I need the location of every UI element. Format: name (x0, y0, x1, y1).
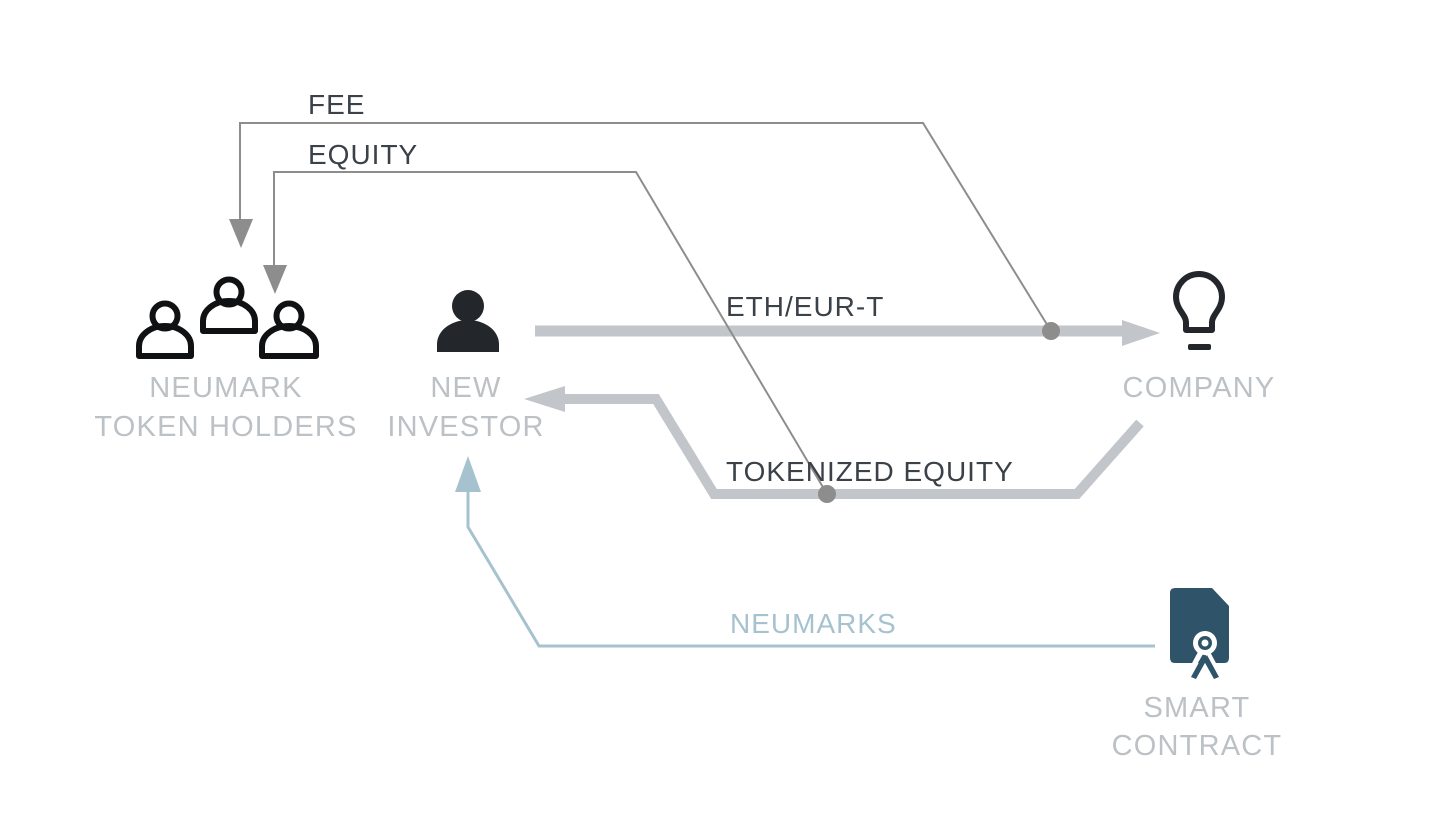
group-of-people-icon (136, 276, 319, 359)
token-holders-label-line1: NEUMARK (149, 372, 302, 404)
eth-eur-t-arrowhead (1122, 320, 1160, 346)
equity-arrowhead (263, 265, 287, 294)
fee-label: FEE (308, 89, 365, 120)
tokenized-equity-arrowhead (524, 386, 565, 412)
equity-arrow-line (273, 171, 828, 495)
neumarks-flow (455, 456, 1155, 648)
smart-contract-node: SMART CONTRACT (1112, 588, 1283, 762)
tokenized-equity-label: TOKENIZED EQUITY (726, 456, 1014, 487)
neumarks-arrow-line (466, 490, 1155, 648)
token-holders-label-line2: TOKEN HOLDERS (94, 411, 357, 443)
eth-eur-t-label: ETH/EUR-T (726, 291, 884, 322)
fee-arrow-line (239, 122, 1052, 332)
fee-flow (229, 122, 1060, 340)
new-investor-label-line2: INVESTOR (387, 411, 544, 443)
person-icon (437, 290, 499, 352)
company-label: COMPANY (1123, 372, 1276, 404)
eth-eur-t-flow (535, 320, 1160, 346)
company-node: COMPANY (1123, 271, 1276, 404)
tokenized-equity-flow (524, 386, 1144, 499)
neumarks-label: NEUMARKS (730, 608, 897, 639)
tokenized-equity-arrow-line (560, 394, 1144, 499)
smart-contract-label-line1: SMART (1144, 692, 1251, 724)
new-investor-node: NEW INVESTOR (387, 290, 544, 443)
fee-split-point (1042, 322, 1060, 340)
smart-contract-label-line2: CONTRACT (1112, 730, 1283, 762)
new-investor-label-line1: NEW (430, 372, 501, 404)
equity-flow (263, 171, 836, 503)
token-holders-node: NEUMARK TOKEN HOLDERS (94, 276, 357, 443)
fee-arrowhead (229, 219, 253, 248)
neumarks-arrowhead (455, 456, 481, 492)
lightbulb-icon (1173, 271, 1225, 350)
equity-split-point (818, 485, 836, 503)
certificate-document-icon (1170, 588, 1229, 679)
equity-label: EQUITY (308, 139, 418, 170)
